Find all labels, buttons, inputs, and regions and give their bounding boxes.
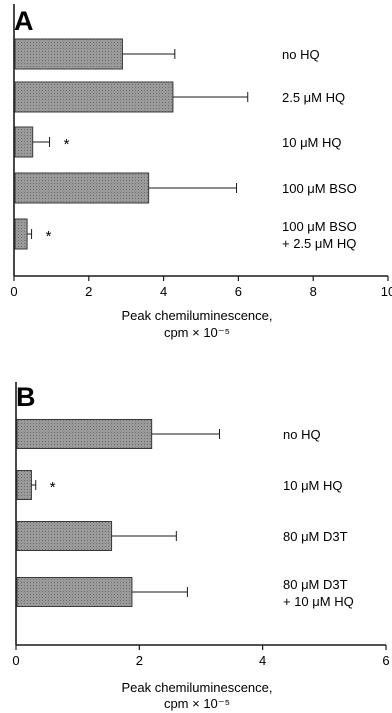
category-label: no HQ bbox=[283, 427, 321, 442]
bar bbox=[14, 81, 174, 113]
bar bbox=[16, 419, 153, 449]
x-axis-label: cpm × 10⁻⁵ bbox=[164, 696, 230, 711]
category-label: no HQ bbox=[282, 47, 320, 62]
bar bbox=[16, 521, 113, 551]
category-label: 100 μM BSO bbox=[282, 181, 357, 196]
bar bbox=[16, 470, 32, 500]
panel-letter: B bbox=[16, 382, 36, 412]
x-axis-label: Peak chemiluminescence, bbox=[121, 308, 272, 323]
category-label: 10 μM HQ bbox=[283, 478, 343, 493]
x-tick-label: 4 bbox=[160, 284, 167, 299]
category-label: 80 μM D3T bbox=[283, 529, 348, 544]
category-label: + 2.5 μM HQ bbox=[282, 236, 356, 251]
bar bbox=[14, 172, 150, 204]
category-label: 2.5 μM HQ bbox=[282, 90, 345, 105]
bar bbox=[14, 38, 123, 70]
chart-panel-b: B 0 2 4 6 no HQ * 10 μM HQ 80 μM D3T 80 μM D3T + 1… bbox=[12, 382, 390, 711]
x-tick-label: 4 bbox=[259, 653, 266, 668]
x-tick-label: 6 bbox=[235, 284, 242, 299]
panel-letter: A bbox=[14, 6, 34, 36]
significance-star: * bbox=[50, 479, 56, 496]
bar bbox=[14, 126, 34, 158]
significance-star: * bbox=[64, 136, 70, 153]
significance-star: * bbox=[46, 228, 52, 245]
bar bbox=[14, 218, 28, 250]
x-tick-label: 10 bbox=[381, 284, 392, 299]
chart-panel-a: A 0 2 4 6 8 10 no HQ 2.5 μM HQ * 10 μM HQ 100 μM BS… bbox=[10, 4, 392, 340]
x-tick-label: 2 bbox=[136, 653, 143, 668]
x-tick-label: 6 bbox=[382, 653, 389, 668]
x-tick-label: 0 bbox=[12, 653, 19, 668]
x-axis-label: Peak chemiluminescence, bbox=[121, 680, 272, 695]
category-label: 100 μM BSO bbox=[282, 219, 357, 234]
x-tick-label: 8 bbox=[310, 284, 317, 299]
bar bbox=[16, 577, 133, 607]
x-tick-label: 0 bbox=[10, 284, 17, 299]
x-axis-label: cpm × 10⁻⁵ bbox=[164, 325, 230, 340]
category-label: 80 μM D3T bbox=[283, 577, 348, 592]
x-tick-label: 2 bbox=[85, 284, 92, 299]
category-label: + 10 μM HQ bbox=[283, 594, 354, 609]
category-label: 10 μM HQ bbox=[282, 135, 342, 150]
